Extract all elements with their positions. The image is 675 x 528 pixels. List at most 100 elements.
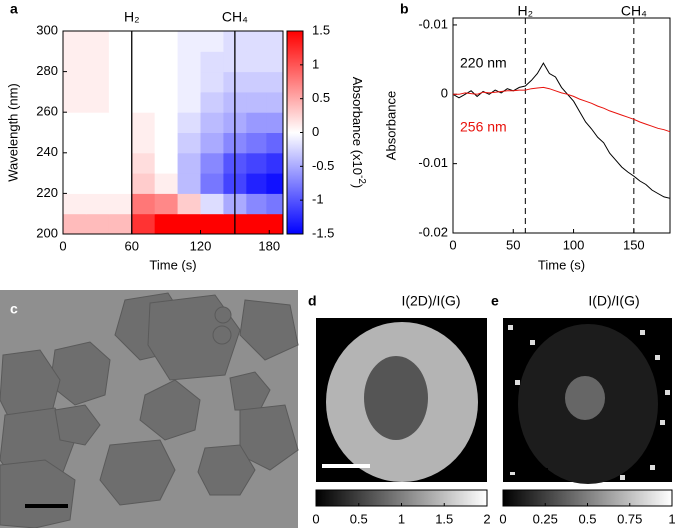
heatmap-cell — [246, 91, 267, 113]
heatmap-cell — [131, 152, 156, 174]
domain-center — [364, 356, 428, 440]
data-line — [453, 86, 671, 133]
heatmap-cell — [108, 112, 133, 133]
colorbar-label-part: -2 — [356, 175, 367, 184]
panel-label: b — [400, 1, 409, 17]
colorbar-tick-label: 1.5 — [312, 22, 330, 37]
y-tick-label: 240 — [36, 144, 58, 159]
heatmap-cell — [85, 91, 110, 113]
micrograph-c — [0, 290, 299, 528]
heatmap-cell — [108, 91, 133, 113]
heatmap-cell — [200, 173, 224, 194]
heatmap-cell — [246, 213, 267, 235]
heatmap-cell — [177, 193, 201, 215]
heatmap-cell — [266, 193, 284, 215]
heatmap-cell — [63, 173, 87, 194]
y-tick-label: -0.01 — [418, 155, 448, 170]
heatmap-cell — [266, 91, 284, 113]
heatmap-cell — [108, 31, 133, 52]
heatmap-cell — [108, 71, 133, 93]
heatmap-cell — [200, 31, 224, 52]
y-tick-label: 280 — [36, 63, 58, 78]
y-tick-label: 300 — [36, 22, 58, 37]
heatmap-cell — [246, 112, 267, 133]
heatmap-cell — [246, 152, 267, 174]
heatmap-cell — [246, 31, 267, 52]
heatmap-cell — [85, 173, 110, 194]
axes-frame — [62, 30, 284, 235]
heatmap-cell — [85, 31, 110, 52]
x-tick-label: 50 — [506, 237, 520, 252]
heatmap-cell — [154, 132, 179, 154]
heatmap-cell — [246, 71, 267, 93]
heatmap-cell — [131, 51, 156, 73]
heatmap-cell — [246, 193, 267, 215]
map-title: I(2D)/I(G) — [401, 293, 460, 309]
heatmap-cell — [131, 173, 156, 194]
heatmap-cell — [63, 213, 87, 235]
colorbar-tick-label: 1 — [668, 511, 675, 526]
y-tick-label: 220 — [36, 185, 58, 200]
heatmap-cell — [177, 152, 201, 174]
heatmap-cell — [85, 152, 110, 174]
colorbar-label-part: Absorbance (x10 — [350, 77, 365, 175]
heatmap-cell — [177, 91, 201, 113]
heatmap-cell — [246, 173, 267, 194]
heatmap-cell — [177, 112, 201, 133]
heatmap-cell — [177, 213, 201, 235]
y-tick-label: 200 — [36, 225, 58, 240]
colorbar-tick-label: -1 — [312, 192, 324, 207]
raman-map-d — [316, 318, 487, 482]
x-tick-label: 0 — [59, 238, 66, 253]
heatmap-cell — [85, 193, 110, 215]
y-axis-label: Absorbance — [383, 91, 398, 160]
heatmap-cell — [246, 51, 267, 73]
heatmap-cell — [266, 71, 284, 93]
heatmap-cell — [108, 173, 133, 194]
heatmap-cell — [108, 132, 133, 154]
axes-frame — [452, 17, 671, 234]
heatmap-cell — [131, 71, 156, 93]
colorbar-tick-label: 1.5 — [435, 511, 453, 526]
series-label: 220 nm — [460, 55, 507, 71]
y-tick-label: -0.02 — [418, 224, 448, 239]
heatmap-cell — [131, 112, 156, 133]
colorbar-tick-label: 0.5 — [312, 90, 330, 105]
heatmap-cell — [154, 152, 179, 174]
domain-center — [565, 376, 605, 420]
heatmap-cell — [131, 91, 156, 113]
graphene-domains — [0, 292, 299, 528]
heatmap-cell — [154, 31, 179, 52]
heatmap-cell — [154, 173, 179, 194]
heatmap-cell — [63, 132, 87, 154]
map-title: I(D)/I(G) — [588, 293, 639, 309]
heatmap-cell — [63, 152, 87, 174]
colorbar-tick-label: 1 — [312, 56, 319, 71]
heatmap-cell — [200, 152, 224, 174]
colorbar-label-part: ) — [350, 184, 365, 188]
x-tick-label: 150 — [623, 237, 645, 252]
heatmap-cell — [85, 132, 110, 154]
event-label: H₂ — [518, 3, 534, 19]
colorbar-tick-label: 0.75 — [617, 511, 642, 526]
heatmap-cell — [200, 193, 224, 215]
y-tick-label: 0 — [441, 86, 448, 101]
series-label: 256 nm — [460, 119, 507, 135]
heatmap-cell — [200, 91, 224, 113]
heatmap-cell — [108, 213, 133, 235]
heatmap-cell — [63, 31, 87, 52]
colorbar-tick-label: -0.5 — [312, 158, 334, 173]
heatmap-cell — [266, 31, 284, 52]
heatmap-cell — [200, 51, 224, 73]
colorbar-tick-label: 0.5 — [578, 511, 596, 526]
heatmap-cell — [63, 51, 87, 73]
event-label: CH₄ — [222, 9, 248, 25]
heatmap-cell — [266, 152, 284, 174]
x-tick-label: 0 — [449, 237, 456, 252]
colorbar-tick-label: 0 — [499, 511, 506, 526]
heatmap-cell — [108, 51, 133, 73]
panel-label: c — [10, 301, 18, 317]
panel-label: d — [308, 293, 317, 309]
heatmap-cell — [154, 91, 179, 113]
